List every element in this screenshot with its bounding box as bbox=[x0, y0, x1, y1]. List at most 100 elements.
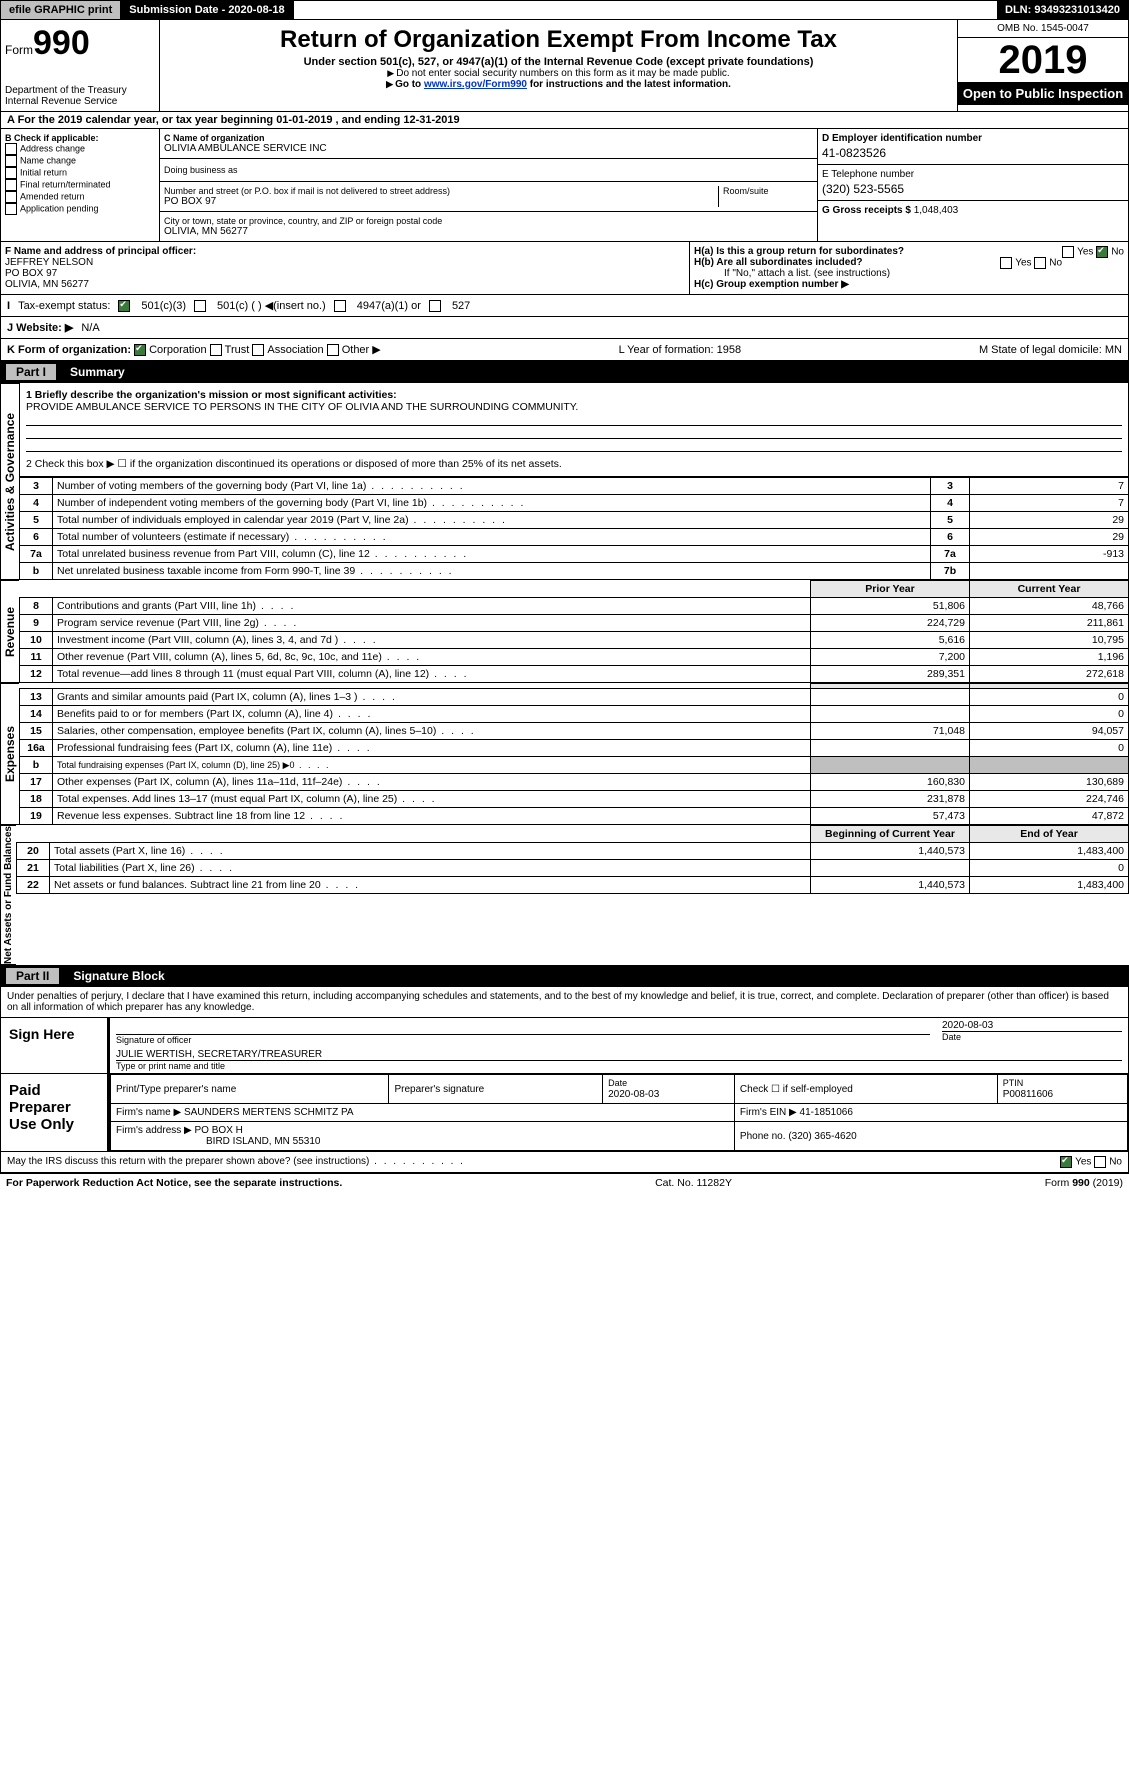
e-phone-value: (320) 523-5565 bbox=[822, 180, 1124, 196]
ha-yes[interactable] bbox=[1062, 246, 1074, 258]
prep-ptin: P00811606 bbox=[1003, 1089, 1053, 1100]
tax-status-row: I Tax-exempt status: 501(c)(3) 501(c) ( … bbox=[0, 295, 1129, 317]
line-text: Number of independent voting members of … bbox=[53, 495, 931, 512]
f-label: F Name and address of principal officer: bbox=[5, 246, 685, 257]
form-header: Form990 Department of the Treasury Inter… bbox=[0, 20, 1129, 112]
line-num: 6 bbox=[20, 529, 53, 546]
k-label: K Form of organization: bbox=[7, 344, 131, 356]
chk-4947[interactable] bbox=[334, 300, 346, 312]
g-gross-label: G Gross receipts $ bbox=[822, 205, 911, 216]
hb-no[interactable] bbox=[1034, 257, 1046, 269]
line-box: 5 bbox=[931, 512, 970, 529]
discuss-no[interactable] bbox=[1094, 1156, 1106, 1168]
chk-name[interactable] bbox=[5, 155, 17, 167]
tax-year: 2019 bbox=[958, 38, 1128, 82]
current-value: 48,766 bbox=[970, 598, 1129, 615]
ssn-note: Do not enter social security numbers on … bbox=[164, 68, 953, 79]
prior-value: 7,200 bbox=[811, 649, 970, 666]
k-org-row: K Form of organization: Corporation Trus… bbox=[0, 339, 1129, 361]
prior-value bbox=[811, 706, 970, 723]
line-text: Net assets or fund balances. Subtract li… bbox=[50, 877, 811, 894]
chk-501c3[interactable] bbox=[118, 300, 130, 312]
c-name-label: C Name of organization bbox=[164, 133, 813, 143]
line-num: 18 bbox=[20, 791, 53, 808]
prior-value: 51,806 bbox=[811, 598, 970, 615]
line-text: Total unrelated business revenue from Pa… bbox=[53, 546, 931, 563]
submission-date: Submission Date - 2020-08-18 bbox=[121, 1, 293, 19]
prior-value: 160,830 bbox=[811, 774, 970, 791]
hb-yes[interactable] bbox=[1000, 257, 1012, 269]
line-value: 7 bbox=[970, 495, 1129, 512]
line-text: Salaries, other compensation, employee b… bbox=[53, 723, 811, 740]
line-num: b bbox=[20, 563, 53, 580]
line-text: Investment income (Part VIII, column (A)… bbox=[53, 632, 811, 649]
line-text: Program service revenue (Part VIII, line… bbox=[53, 615, 811, 632]
chk-527[interactable] bbox=[429, 300, 441, 312]
part2-name: Signature Block bbox=[73, 969, 164, 983]
prep-h5: PTIN bbox=[1003, 1078, 1024, 1088]
lbl-amended: Amended return bbox=[20, 191, 85, 201]
form-label: Form bbox=[5, 43, 33, 57]
chk-address[interactable] bbox=[5, 143, 17, 155]
sig-date-label: Date bbox=[942, 1032, 1122, 1042]
chk-final[interactable] bbox=[5, 179, 17, 191]
col-prior: Prior Year bbox=[811, 581, 970, 598]
prior-value: 231,878 bbox=[811, 791, 970, 808]
form-footer: Form 990 (2019) bbox=[1045, 1177, 1123, 1189]
vlabel-governance: Activities & Governance bbox=[0, 383, 19, 580]
governance-table: 3 Number of voting members of the govern… bbox=[19, 477, 1129, 580]
discuss-yes[interactable] bbox=[1060, 1156, 1072, 1168]
revenue-table: Prior Year Current Year8 Contributions a… bbox=[19, 580, 1129, 683]
line-text: Professional fundraising fees (Part IX, … bbox=[53, 740, 811, 757]
g-gross-value: 1,048,403 bbox=[914, 205, 959, 216]
prior-value: 224,729 bbox=[811, 615, 970, 632]
lbl-assoc: Association bbox=[267, 344, 323, 356]
current-value: 224,746 bbox=[970, 791, 1129, 808]
lbl-corp: Corporation bbox=[149, 344, 206, 356]
line-value: 29 bbox=[970, 529, 1129, 546]
current-value: 94,057 bbox=[970, 723, 1129, 740]
line2-text: 2 Check this box ▶ ☐ if the organization… bbox=[26, 458, 1122, 470]
officer-typed-name: JULIE WERTISH, SECRETARY/TREASURER bbox=[116, 1049, 1122, 1061]
lbl-initial: Initial return bbox=[20, 167, 67, 177]
ha-no[interactable] bbox=[1096, 246, 1108, 258]
city-value: OLIVIA, MN 56277 bbox=[164, 226, 813, 237]
line-text: Number of voting members of the governin… bbox=[53, 478, 931, 495]
d-ein-label: D Employer identification number bbox=[822, 133, 1124, 144]
line-value: 29 bbox=[970, 512, 1129, 529]
lbl-trust: Trust bbox=[225, 344, 250, 356]
prior-value: 1,440,573 bbox=[811, 877, 970, 894]
street-label: Number and street (or P.O. box if mail i… bbox=[164, 186, 718, 196]
instructions-link[interactable]: www.irs.gov/Form990 bbox=[424, 79, 527, 90]
dba-label: Doing business as bbox=[164, 165, 813, 175]
line-value: -913 bbox=[970, 546, 1129, 563]
goto-suffix: for instructions and the latest informat… bbox=[530, 79, 731, 90]
open-public: Open to Public Inspection bbox=[958, 82, 1128, 105]
current-value: 130,689 bbox=[970, 774, 1129, 791]
line-text: Total fundraising expenses (Part IX, col… bbox=[53, 757, 811, 774]
dln-label: DLN: 93493231013420 bbox=[997, 1, 1128, 19]
chk-trust[interactable] bbox=[210, 344, 222, 356]
chk-corp[interactable] bbox=[134, 344, 146, 356]
chk-assoc[interactable] bbox=[252, 344, 264, 356]
netassets-table: Beginning of Current Year End of Year20 … bbox=[16, 825, 1129, 894]
firm-ein: 41-1851066 bbox=[800, 1107, 853, 1118]
b-header: B Check if applicable: bbox=[5, 133, 155, 143]
prior-value bbox=[811, 757, 970, 774]
line-text: Net unrelated business taxable income fr… bbox=[53, 563, 931, 580]
line-box: 6 bbox=[931, 529, 970, 546]
efile-button[interactable]: efile GRAPHIC print bbox=[1, 1, 121, 19]
chk-initial[interactable] bbox=[5, 167, 17, 179]
vlabel-expenses: Expenses bbox=[0, 683, 19, 825]
chk-501c[interactable] bbox=[194, 300, 206, 312]
col-current: End of Year bbox=[970, 826, 1129, 843]
firm-addr-lbl: Firm's address ▶ bbox=[116, 1125, 192, 1136]
chk-amended[interactable] bbox=[5, 191, 17, 203]
chk-pending[interactable] bbox=[5, 203, 17, 215]
line-text: Other expenses (Part IX, column (A), lin… bbox=[53, 774, 811, 791]
chk-other[interactable] bbox=[327, 344, 339, 356]
website-value: N/A bbox=[81, 322, 99, 334]
website-row: J Website: ▶ N/A bbox=[0, 317, 1129, 339]
prior-value: 71,048 bbox=[811, 723, 970, 740]
preparer-table: Print/Type preparer's name Preparer's si… bbox=[110, 1074, 1128, 1151]
